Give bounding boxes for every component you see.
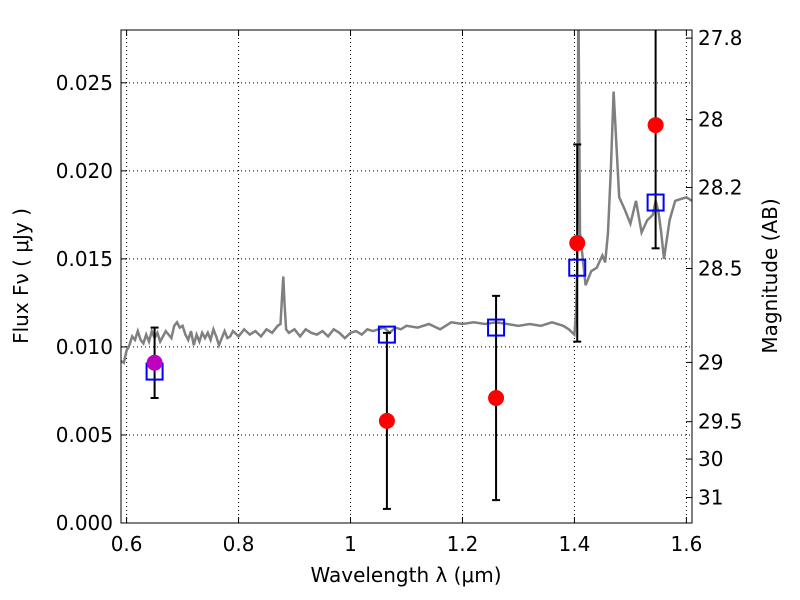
optical-photometry-point: [146, 354, 163, 371]
model-photometry-square: [487, 318, 506, 337]
right-axis-label: Magnitude (AB): [758, 198, 782, 353]
right-tick-label: 28.5: [698, 256, 743, 280]
model-photometry-square: [646, 193, 665, 212]
x-tick-label: 0.8: [223, 532, 255, 556]
right-tick-label: 28: [698, 108, 723, 132]
right-tick-label: 27.8: [698, 26, 743, 50]
y-axis: 0.000 0.005 0.010 0.015 0.020 0.025: [56, 71, 127, 535]
x-tick-label: 1.6: [670, 532, 702, 556]
x-axis: 0.6 0.8 1 1.2 1.4 1.6: [111, 30, 702, 556]
x-tick-label: 1.2: [447, 532, 479, 556]
x-tick-label: 1: [344, 532, 357, 556]
model-photometry-square: [377, 325, 396, 344]
observed-photometry-point: [647, 117, 664, 134]
y-tick-label: 0.005: [56, 423, 113, 447]
y-tick-label: 0.020: [56, 159, 113, 183]
right-tick-label: 29.5: [698, 410, 743, 434]
grid-lines: [121, 30, 692, 524]
observed-photometry-point: [378, 412, 395, 429]
model-spectrum-line: [121, 30, 692, 365]
y-tick-label: 0.000: [56, 511, 113, 535]
plot-frame: [120, 29, 693, 524]
right-magnitude-axis: 27.8 28 28.2 28.5 29 29.5 30 31: [686, 26, 743, 510]
x-tick-label: 1.4: [559, 532, 591, 556]
observed-photometry-point: [488, 389, 505, 406]
right-tick-label: 31: [698, 486, 723, 510]
right-tick-label: 30: [698, 447, 723, 471]
x-tick-label: 0.6: [111, 532, 143, 556]
y-tick-label: 0.010: [56, 335, 113, 359]
y-axis-label: Flux Fν ( μJy ): [9, 208, 33, 344]
y-tick-label: 0.015: [56, 247, 113, 271]
right-tick-label: 29: [698, 350, 723, 374]
x-axis-label: Wavelength λ (μm): [310, 563, 501, 587]
model-photometry-square: [568, 258, 587, 277]
plot-area: [121, 30, 692, 510]
observed-photometry-point: [569, 235, 586, 252]
y-tick-label: 0.025: [56, 71, 113, 95]
right-tick-label: 28.2: [698, 176, 743, 200]
